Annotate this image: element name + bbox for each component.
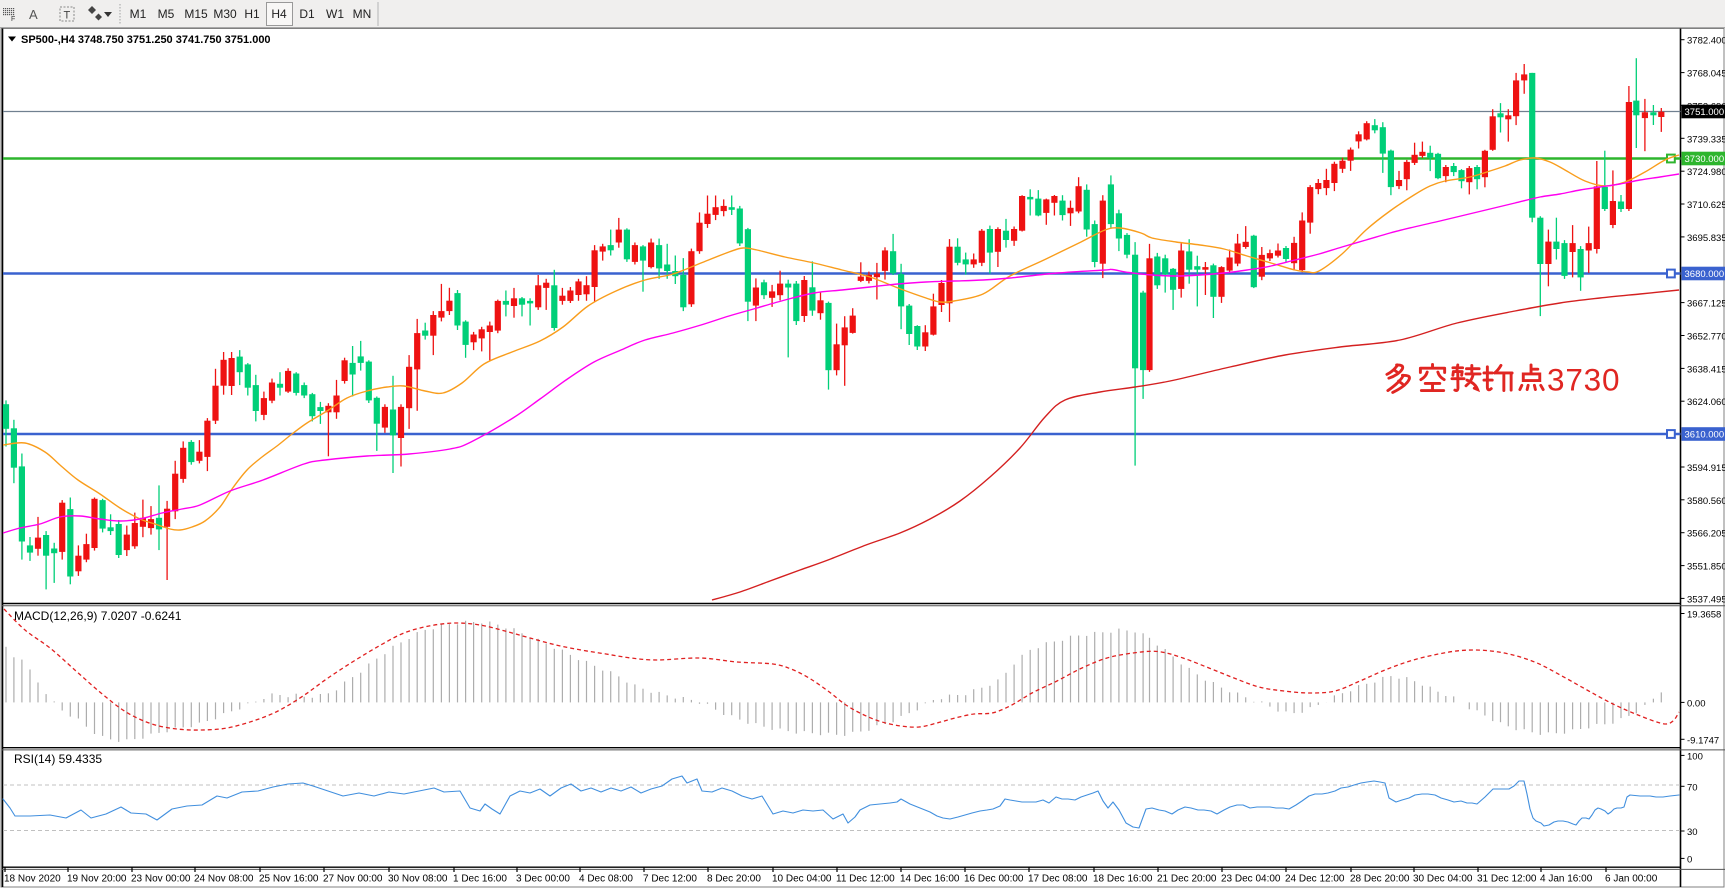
- svg-text:3652.770: 3652.770: [1687, 332, 1725, 343]
- svg-text:4 Dec 08:00: 4 Dec 08:00: [579, 874, 633, 885]
- svg-text:21 Dec 20:00: 21 Dec 20:00: [1157, 874, 1217, 885]
- svg-text:-9.1747: -9.1747: [1687, 735, 1719, 746]
- svg-text:D1: D1: [299, 7, 315, 21]
- svg-text:4 Jan 16:00: 4 Jan 16:00: [1540, 874, 1593, 885]
- svg-text:30 Dec 04:00: 30 Dec 04:00: [1413, 874, 1473, 885]
- svg-text:25 Nov 16:00: 25 Nov 16:00: [259, 874, 319, 885]
- svg-text:24 Nov 08:00: 24 Nov 08:00: [194, 874, 254, 885]
- svg-text:6 Jan 00:00: 6 Jan 00:00: [1605, 874, 1658, 885]
- svg-text:3724.980: 3724.980: [1687, 167, 1725, 178]
- svg-text:23 Nov 00:00: 23 Nov 00:00: [131, 874, 191, 885]
- svg-text:0.00: 0.00: [1687, 698, 1706, 709]
- svg-text:3730.000: 3730.000: [1685, 154, 1725, 165]
- svg-text:0: 0: [1687, 854, 1692, 865]
- svg-text:18 Dec 16:00: 18 Dec 16:00: [1093, 874, 1153, 885]
- svg-text:H1: H1: [244, 7, 260, 21]
- svg-text:3594.915: 3594.915: [1687, 463, 1725, 474]
- svg-text:3624.060: 3624.060: [1687, 397, 1725, 408]
- svg-text:3667.125: 3667.125: [1687, 299, 1725, 310]
- svg-text:3710.625: 3710.625: [1687, 200, 1725, 211]
- svg-text:T: T: [64, 10, 71, 22]
- svg-text:27 Nov 00:00: 27 Nov 00:00: [323, 874, 383, 885]
- svg-text:30 Nov 08:00: 30 Nov 08:00: [388, 874, 448, 885]
- svg-text:23 Dec 04:00: 23 Dec 04:00: [1221, 874, 1281, 885]
- svg-text:3610.000: 3610.000: [1685, 430, 1725, 441]
- svg-text:M30: M30: [213, 7, 237, 21]
- svg-text:3680.000: 3680.000: [1685, 269, 1725, 280]
- svg-text:3695.835: 3695.835: [1687, 233, 1725, 244]
- svg-text:H4: H4: [271, 7, 287, 21]
- svg-text:3730: 3730: [1547, 362, 1620, 398]
- svg-text:31 Dec 12:00: 31 Dec 12:00: [1477, 874, 1537, 885]
- svg-text:MN: MN: [353, 7, 372, 21]
- svg-text:28 Dec 20:00: 28 Dec 20:00: [1350, 874, 1410, 885]
- svg-text:F: F: [11, 16, 15, 23]
- svg-text:W1: W1: [326, 7, 344, 21]
- svg-text:3566.205: 3566.205: [1687, 529, 1725, 540]
- svg-text:3751.000: 3751.000: [1685, 107, 1725, 118]
- svg-text:M15: M15: [184, 7, 208, 21]
- svg-text:70: 70: [1687, 782, 1698, 793]
- svg-text:11 Dec 12:00: 11 Dec 12:00: [836, 874, 895, 885]
- svg-text:A: A: [29, 7, 38, 22]
- svg-text:3551.850: 3551.850: [1687, 562, 1725, 573]
- svg-text:3782.400: 3782.400: [1687, 36, 1725, 47]
- svg-text:3580.560: 3580.560: [1687, 496, 1725, 507]
- svg-text:3537.495: 3537.495: [1687, 594, 1725, 605]
- svg-text:100: 100: [1687, 751, 1703, 762]
- svg-text:M5: M5: [158, 7, 175, 21]
- svg-text:SP500-,H4 3748.750 3751.250 3: SP500-,H4 3748.750 3751.250 3741.750 375…: [21, 34, 271, 46]
- svg-text:3739.335: 3739.335: [1687, 134, 1725, 145]
- svg-text:24 Dec 12:00: 24 Dec 12:00: [1285, 874, 1345, 885]
- svg-text:30: 30: [1687, 827, 1698, 838]
- svg-text:8 Dec 20:00: 8 Dec 20:00: [707, 874, 761, 885]
- svg-text:3 Dec 00:00: 3 Dec 00:00: [516, 874, 570, 885]
- svg-text:7 Dec 12:00: 7 Dec 12:00: [643, 874, 697, 885]
- svg-text:14 Dec 16:00: 14 Dec 16:00: [900, 874, 960, 885]
- svg-text:RSI(14) 59.4335: RSI(14) 59.4335: [14, 752, 102, 766]
- svg-text:19.3658: 19.3658: [1687, 610, 1721, 621]
- svg-text:MACD(12,26,9) 7.0207 -0.6241: MACD(12,26,9) 7.0207 -0.6241: [14, 609, 182, 623]
- svg-text:10 Dec 04:00: 10 Dec 04:00: [772, 874, 832, 885]
- svg-text:1 Dec 16:00: 1 Dec 16:00: [453, 874, 507, 885]
- svg-text:3768.045: 3768.045: [1687, 69, 1725, 80]
- svg-text:18 Nov 2020: 18 Nov 2020: [4, 874, 61, 885]
- svg-text:19 Nov 20:00: 19 Nov 20:00: [67, 874, 127, 885]
- svg-text:16 Dec 00:00: 16 Dec 00:00: [964, 874, 1024, 885]
- svg-text:3638.415: 3638.415: [1687, 364, 1725, 375]
- svg-text:17 Dec 08:00: 17 Dec 08:00: [1028, 874, 1088, 885]
- svg-text:M1: M1: [130, 7, 147, 21]
